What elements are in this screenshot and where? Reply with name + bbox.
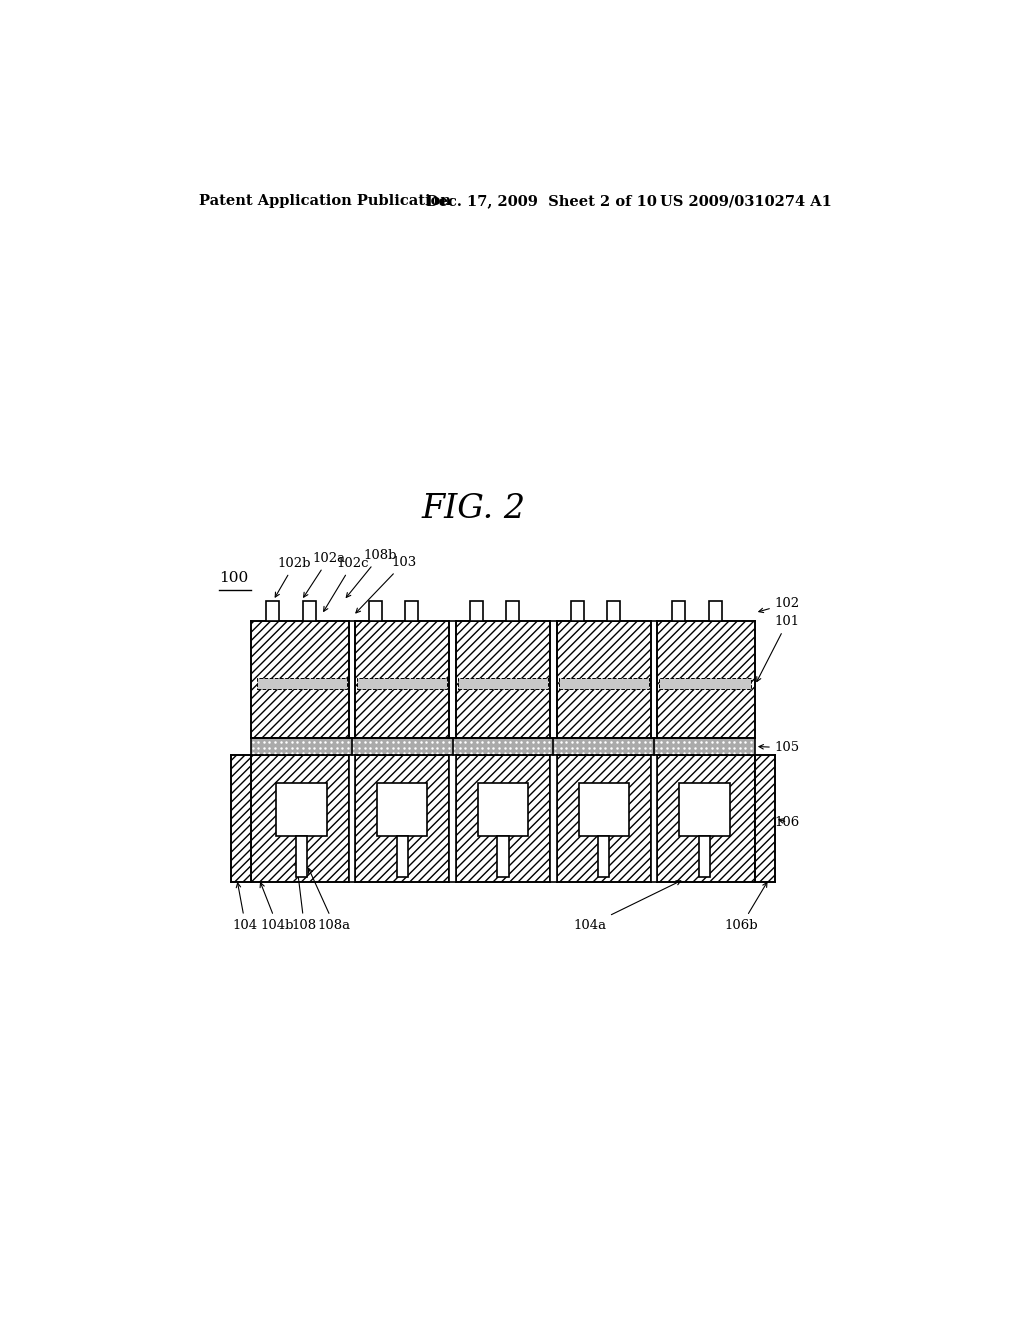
Bar xyxy=(396,837,408,876)
Bar xyxy=(755,755,775,882)
Text: 101: 101 xyxy=(757,615,800,681)
Text: Patent Application Publication: Patent Application Publication xyxy=(200,194,452,209)
Text: 100: 100 xyxy=(219,572,249,585)
Bar xyxy=(651,755,657,882)
Text: 104b: 104b xyxy=(260,883,294,932)
Bar xyxy=(406,601,418,620)
Text: US 2009/0310274 A1: US 2009/0310274 A1 xyxy=(659,194,831,209)
Bar xyxy=(606,601,620,620)
Bar xyxy=(498,837,509,876)
Bar xyxy=(679,783,730,837)
Bar xyxy=(456,620,550,738)
Bar xyxy=(370,601,382,620)
Bar xyxy=(673,601,685,620)
Bar xyxy=(348,755,355,882)
Text: 108: 108 xyxy=(292,861,316,932)
Bar xyxy=(357,678,447,689)
Text: 108b: 108b xyxy=(346,549,397,598)
Text: 104a: 104a xyxy=(573,880,681,932)
Bar xyxy=(251,620,348,738)
Bar xyxy=(456,755,550,882)
Text: 102a: 102a xyxy=(303,552,345,597)
Bar xyxy=(710,601,723,620)
Bar xyxy=(303,601,316,620)
Bar xyxy=(657,755,755,882)
Bar xyxy=(579,783,629,837)
Text: 102: 102 xyxy=(759,597,800,612)
Bar xyxy=(266,601,279,620)
Text: 105: 105 xyxy=(759,742,800,755)
Bar xyxy=(657,620,755,738)
Bar xyxy=(559,678,649,689)
Text: Dec. 17, 2009  Sheet 2 of 10: Dec. 17, 2009 Sheet 2 of 10 xyxy=(426,194,656,209)
Bar xyxy=(450,755,456,882)
Text: FIG. 2: FIG. 2 xyxy=(421,494,525,525)
Text: 102c: 102c xyxy=(324,557,369,611)
Text: 104: 104 xyxy=(232,883,258,932)
Bar xyxy=(257,678,346,689)
Bar xyxy=(570,601,584,620)
Bar xyxy=(659,678,751,689)
Bar xyxy=(355,755,450,882)
Bar xyxy=(478,783,528,837)
Bar xyxy=(557,620,651,738)
Text: 108a: 108a xyxy=(308,869,351,932)
Bar xyxy=(251,755,348,882)
Bar xyxy=(470,601,483,620)
Text: 102b: 102b xyxy=(275,557,311,597)
Bar xyxy=(251,738,755,755)
Bar xyxy=(557,755,651,882)
Bar xyxy=(296,837,307,876)
Bar xyxy=(550,755,557,882)
Bar xyxy=(506,601,519,620)
Bar xyxy=(355,620,450,738)
Bar xyxy=(699,837,710,876)
Text: 103: 103 xyxy=(356,556,417,612)
Bar xyxy=(230,755,251,882)
Bar xyxy=(458,678,548,689)
Bar xyxy=(598,837,609,876)
Bar xyxy=(276,783,327,837)
Text: 106b: 106b xyxy=(725,883,767,932)
Bar xyxy=(377,783,427,837)
Text: 106: 106 xyxy=(775,816,800,829)
